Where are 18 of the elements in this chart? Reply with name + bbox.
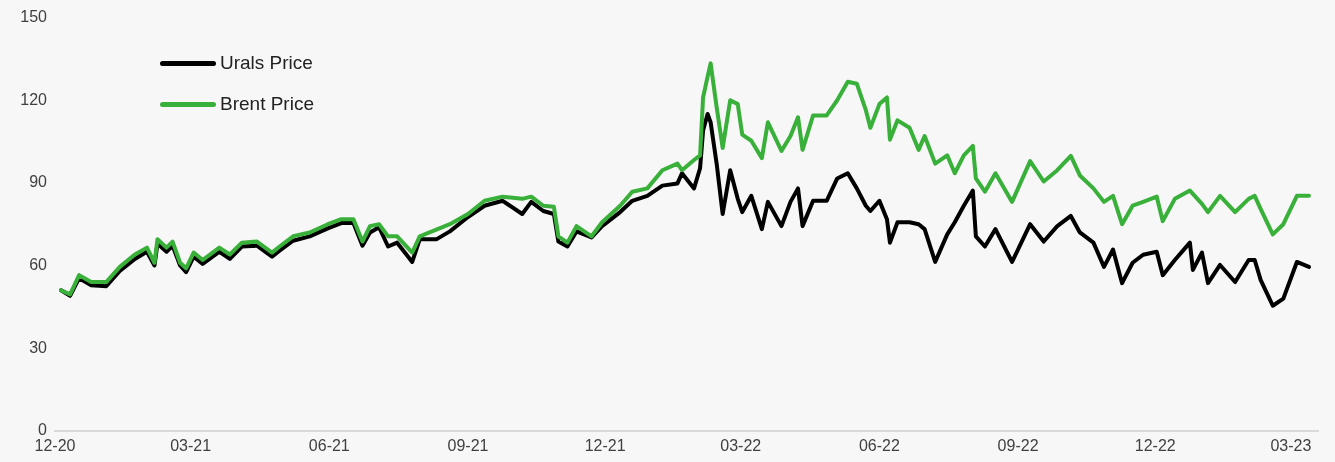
x-tick-label: 12-20 (34, 436, 76, 454)
y-tick-label: 30 (29, 338, 48, 356)
y-tick-label: 90 (29, 173, 48, 191)
legend-label: Urals Price (220, 51, 313, 75)
y-tick-label: 120 (20, 90, 48, 108)
x-tick-label: 12-21 (584, 436, 626, 454)
x-tick-label: 03-22 (720, 436, 762, 454)
x-tick-label: 09-21 (447, 436, 489, 454)
x-tick-label: 03-21 (170, 436, 212, 454)
x-tick-label: 09-22 (997, 436, 1039, 454)
x-tick-label: 06-22 (858, 436, 900, 454)
x-tick-label: 03-23 (1270, 436, 1312, 454)
y-tick-label: 60 (29, 255, 48, 273)
y-tick-label: 150 (20, 8, 48, 26)
x-tick-label: 06-21 (308, 436, 350, 454)
legend-label: Brent Price (220, 92, 314, 116)
y-tick-label: 0 (38, 421, 48, 439)
x-tick-label: 12-22 (1134, 436, 1176, 454)
